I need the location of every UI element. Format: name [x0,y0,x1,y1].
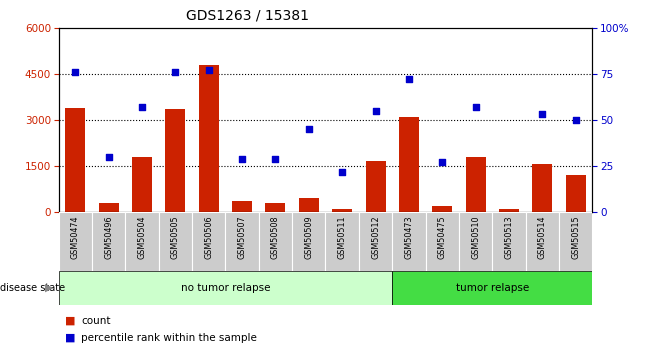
Bar [132,157,152,212]
Text: GDS1263 / 15381: GDS1263 / 15381 [186,9,309,23]
Point [70,69,81,75]
Point [404,77,414,82]
Text: ■: ■ [65,333,76,343]
Text: GSM50504: GSM50504 [137,215,146,259]
Point [137,104,147,110]
Text: GSM50496: GSM50496 [104,215,113,259]
Text: count: count [81,316,111,326]
Point [337,169,348,174]
Text: GSM50506: GSM50506 [204,215,214,259]
Text: ▶: ▶ [45,283,53,293]
Text: no tumor relapse: no tumor relapse [181,283,270,293]
Point [570,117,581,122]
Bar [465,157,486,212]
Bar [232,201,252,212]
Point [104,154,114,159]
Text: GSM50514: GSM50514 [538,215,547,259]
Bar [326,212,359,271]
Bar [59,212,92,271]
Text: GSM50475: GSM50475 [437,215,447,259]
Text: ■: ■ [65,316,76,326]
Point [204,67,214,73]
Text: GSM50509: GSM50509 [304,215,313,259]
Bar [359,212,392,271]
Bar [432,206,452,212]
Bar [399,117,419,212]
Text: GSM50515: GSM50515 [571,215,580,259]
Point [270,156,281,161]
Bar [159,212,192,271]
Bar [499,209,519,212]
Text: GSM50507: GSM50507 [238,215,247,259]
Text: GSM50510: GSM50510 [471,215,480,259]
Point [370,108,381,114]
Point [471,104,481,110]
Point [537,111,547,117]
Bar [92,212,125,271]
Bar [65,108,85,212]
Text: GSM50512: GSM50512 [371,215,380,259]
Point [237,156,247,161]
Bar [125,212,159,271]
Text: GSM50511: GSM50511 [338,215,347,259]
Bar [192,212,225,271]
Text: GSM50513: GSM50513 [505,215,514,259]
Bar [426,212,459,271]
Bar [59,271,392,305]
Text: percentile rank within the sample: percentile rank within the sample [81,333,257,343]
Bar [459,212,492,271]
Bar [526,212,559,271]
Text: GSM50474: GSM50474 [71,215,80,259]
Point [170,69,180,75]
Bar [566,175,586,212]
Text: tumor relapse: tumor relapse [456,283,529,293]
Bar [492,212,525,271]
Bar [266,203,285,212]
Bar [258,212,292,271]
Bar [559,212,592,271]
Bar [365,161,385,212]
Bar [332,209,352,212]
Bar [392,212,426,271]
Text: GSM50505: GSM50505 [171,215,180,259]
Point [303,126,314,132]
Bar [225,212,258,271]
Bar [292,212,326,271]
Text: GSM50508: GSM50508 [271,215,280,259]
Bar [299,198,319,212]
Bar [392,271,592,305]
Bar [99,203,118,212]
Point [437,160,447,165]
Bar [165,109,186,212]
Text: disease state: disease state [0,283,65,293]
Text: GSM50473: GSM50473 [404,215,413,259]
Bar [199,65,219,212]
Bar [533,165,552,212]
